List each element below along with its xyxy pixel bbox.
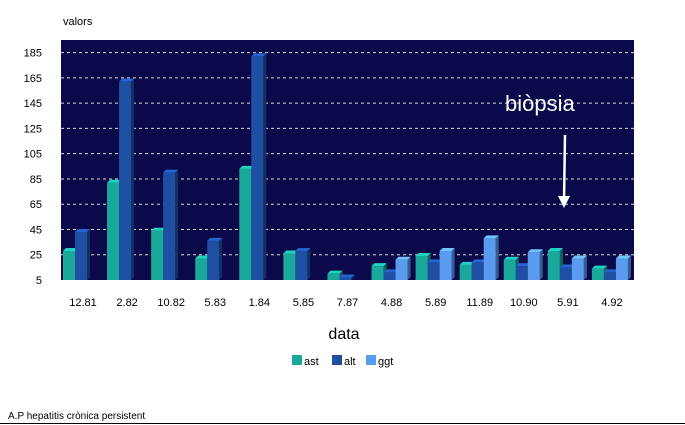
bar-alt-5.85 [295,247,311,280]
bar-ggt-5.89 [439,247,455,280]
bar-ggt-5.91 [571,255,587,280]
bar-alt-1.84 [251,53,267,280]
x-tick-label: 10.82 [157,297,185,309]
x-axis-label: data [328,326,359,343]
bottom-rule [0,423,685,424]
y-tick-label: 145 [24,98,42,110]
x-tick-label: 7.87 [337,297,358,309]
legend-label-alt: alt [344,356,356,368]
y-axis-label: valors [63,16,93,28]
y-tick-label: 185 [24,48,42,60]
bars [63,53,631,281]
y-tick-label: 125 [24,123,42,135]
y-tick-label: 5 [36,275,42,287]
bar-ggt-10.90 [527,249,543,280]
bar-alt-7.87 [339,274,355,280]
bar-ggt-11.89 [483,235,499,280]
annotation-arrow-head [558,196,570,208]
legend-swatch-ast [292,355,302,365]
legend-label-ast: ast [304,356,319,368]
x-tick-label: 11.89 [466,297,493,309]
x-tick-label: 5.85 [293,297,314,309]
plot-area [61,40,634,280]
y-tick-label: 65 [30,199,42,211]
x-tick-label: 1.84 [249,297,270,309]
x-tick-label: 4.92 [601,297,622,309]
x-tick-labels: 12.81 2.82 10.82 5.83 1.84 5.85 7.87 4.88 5.89 11… [69,297,622,309]
x-tick-label: 5.91 [557,297,578,309]
x-tick-label: 4.88 [381,297,402,309]
x-tick-label: 12.81 [69,297,97,309]
x-tick-label: 5.83 [205,297,226,309]
bar-ggt-4.92 [615,255,631,280]
legend-swatch-alt [332,355,342,365]
x-tick-label: 10.90 [510,297,538,309]
bar-alt-10.82 [163,169,179,280]
y-tick-label: 25 [30,250,42,262]
y-tick-label: 105 [24,149,42,161]
y-tick-label: 85 [30,174,42,186]
legend-swatch-ggt [366,355,376,365]
legend: ast alt ggt [292,355,393,368]
bar-alt-5.83 [207,237,223,280]
biopsy-annotation: biòpsia [505,91,575,208]
bar-ggt-4.88 [395,256,411,280]
y-tick-label: 165 [24,73,42,85]
legend-label-ggt: ggt [378,356,393,368]
y-tick-labels: 5 25 45 65 85 105 125 145 165 185 [24,48,42,287]
annotation-arrow-shaft [562,134,567,203]
caption: A.P hepatitis crònica persistent [8,411,146,422]
bar-alt-12.81 [75,229,90,280]
x-tick-label: 5.89 [425,297,446,309]
bar-alt-2.82 [119,78,135,281]
bar-ast-10.90 [503,256,519,280]
annotation-label: biòpsia [505,91,575,116]
y-tick-label: 45 [30,224,42,236]
x-tick-label: 2.82 [116,297,137,309]
